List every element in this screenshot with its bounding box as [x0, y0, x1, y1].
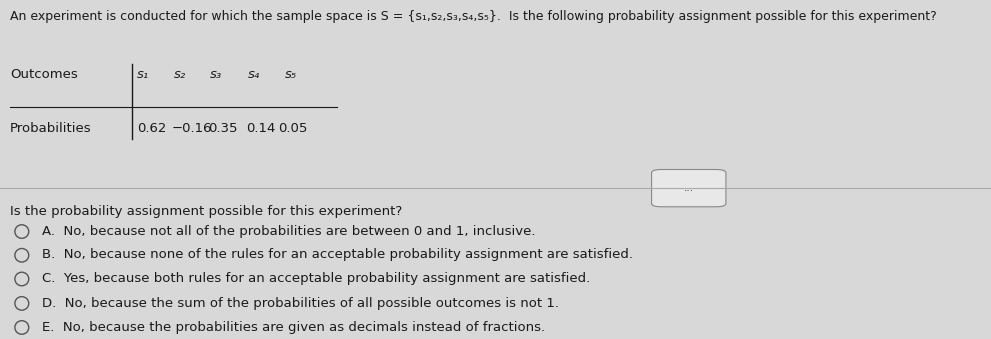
- Text: s₃: s₃: [210, 68, 222, 81]
- Text: D.  No, because the sum of the probabilities of all possible outcomes is not 1.: D. No, because the sum of the probabilit…: [42, 297, 559, 310]
- Text: 0.62: 0.62: [137, 122, 166, 135]
- Text: C.  Yes, because both rules for an acceptable probability assignment are satisfi: C. Yes, because both rules for an accept…: [42, 272, 590, 285]
- Text: An experiment is conducted for which the sample space is S = {s₁,s₂,s₃,s₄,s₅}.  : An experiment is conducted for which the…: [10, 10, 936, 23]
- Text: s₁: s₁: [137, 68, 149, 81]
- Text: A.  No, because not all of the probabilities are between 0 and 1, inclusive.: A. No, because not all of the probabilit…: [42, 225, 535, 238]
- Text: 0.35: 0.35: [208, 122, 238, 135]
- Text: 0.14: 0.14: [246, 122, 275, 135]
- Text: B.  No, because none of the rules for an acceptable probability assignment are s: B. No, because none of the rules for an …: [42, 248, 632, 261]
- Text: Probabilities: Probabilities: [10, 122, 91, 135]
- Text: 0.05: 0.05: [278, 122, 308, 135]
- Text: s₂: s₂: [173, 68, 185, 81]
- Text: −0.16: −0.16: [171, 122, 212, 135]
- Text: E.  No, because the probabilities are given as decimals instead of fractions.: E. No, because the probabilities are giv…: [42, 321, 545, 334]
- Text: s₅: s₅: [284, 68, 296, 81]
- Text: Outcomes: Outcomes: [10, 68, 77, 81]
- Text: ...: ...: [684, 183, 694, 193]
- FancyBboxPatch shape: [652, 170, 725, 207]
- Text: Is the probability assignment possible for this experiment?: Is the probability assignment possible f…: [10, 205, 402, 218]
- Text: s₄: s₄: [248, 68, 260, 81]
